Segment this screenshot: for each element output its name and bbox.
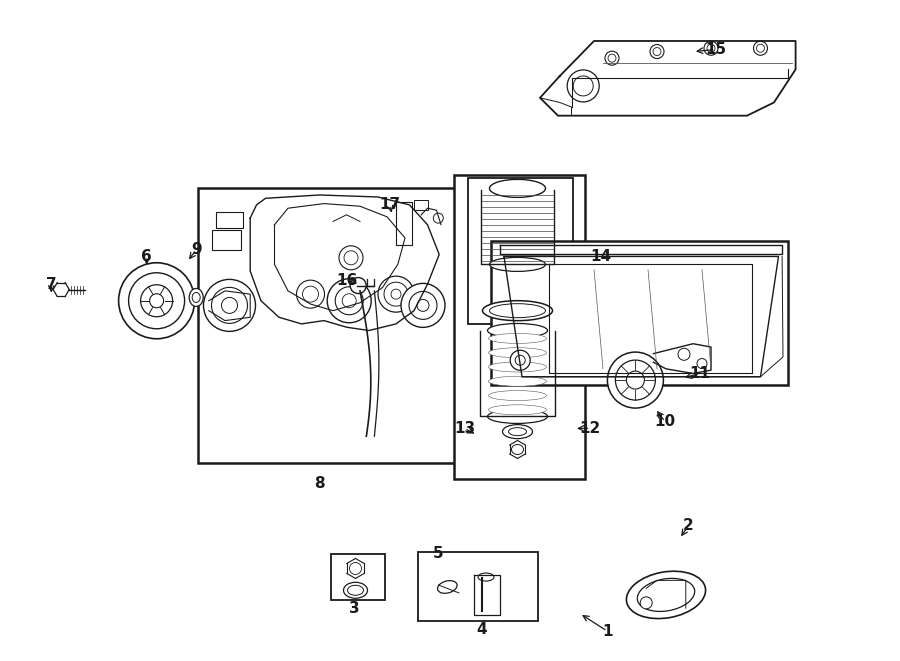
Ellipse shape: [478, 573, 494, 581]
Circle shape: [697, 358, 707, 369]
Bar: [216, 212, 243, 228]
Circle shape: [344, 251, 358, 265]
Ellipse shape: [344, 582, 367, 598]
Text: 16: 16: [337, 274, 358, 288]
Circle shape: [678, 348, 690, 360]
Ellipse shape: [502, 424, 533, 439]
Circle shape: [203, 280, 256, 331]
Circle shape: [302, 286, 319, 302]
Ellipse shape: [489, 391, 546, 401]
Text: 7: 7: [46, 277, 57, 292]
Bar: [212, 230, 241, 250]
Ellipse shape: [490, 179, 545, 198]
Circle shape: [328, 279, 371, 323]
Text: 9: 9: [191, 243, 202, 257]
Text: 17: 17: [379, 198, 400, 212]
Text: 12: 12: [580, 421, 601, 436]
Ellipse shape: [508, 428, 526, 436]
Circle shape: [409, 292, 437, 319]
Circle shape: [129, 273, 184, 329]
Text: 11: 11: [689, 366, 711, 381]
Ellipse shape: [489, 348, 546, 358]
Circle shape: [140, 285, 173, 317]
Ellipse shape: [489, 333, 546, 344]
Ellipse shape: [488, 323, 547, 338]
Circle shape: [433, 213, 444, 223]
Ellipse shape: [489, 362, 546, 372]
Text: 13: 13: [454, 421, 475, 436]
Circle shape: [573, 76, 593, 96]
Ellipse shape: [482, 301, 553, 321]
Circle shape: [391, 289, 401, 299]
Circle shape: [296, 280, 325, 308]
Ellipse shape: [488, 409, 547, 424]
Circle shape: [567, 70, 599, 102]
Text: 1: 1: [602, 624, 613, 639]
Circle shape: [350, 278, 366, 293]
Text: 14: 14: [590, 249, 612, 264]
Text: 8: 8: [314, 477, 325, 491]
Circle shape: [616, 360, 655, 400]
Text: 3: 3: [349, 602, 360, 616]
Bar: [454, 175, 585, 479]
Circle shape: [653, 48, 661, 56]
Ellipse shape: [437, 580, 457, 594]
Circle shape: [757, 44, 764, 52]
Circle shape: [626, 371, 644, 389]
Circle shape: [650, 44, 664, 59]
Circle shape: [605, 51, 619, 65]
Ellipse shape: [490, 257, 545, 272]
Bar: [491, 241, 788, 385]
Bar: [468, 178, 573, 324]
Ellipse shape: [626, 571, 706, 619]
Ellipse shape: [637, 578, 695, 611]
Circle shape: [640, 597, 652, 609]
Circle shape: [342, 293, 356, 308]
Circle shape: [212, 288, 248, 323]
Text: 6: 6: [141, 249, 152, 264]
Circle shape: [753, 41, 768, 56]
Ellipse shape: [511, 444, 524, 455]
Circle shape: [119, 263, 194, 338]
Ellipse shape: [193, 292, 200, 303]
Circle shape: [515, 355, 526, 366]
Circle shape: [707, 44, 715, 52]
Ellipse shape: [490, 303, 545, 318]
Bar: [418, 552, 538, 621]
Circle shape: [608, 54, 616, 62]
Ellipse shape: [347, 585, 364, 596]
Circle shape: [149, 293, 164, 308]
Bar: [198, 188, 457, 463]
Text: 2: 2: [683, 518, 694, 533]
Circle shape: [417, 299, 429, 311]
Ellipse shape: [489, 376, 546, 386]
Circle shape: [349, 563, 362, 574]
Circle shape: [510, 350, 530, 370]
Circle shape: [339, 246, 363, 270]
Circle shape: [401, 284, 445, 327]
Circle shape: [378, 276, 414, 312]
Text: 4: 4: [476, 622, 487, 637]
Circle shape: [335, 287, 364, 315]
Circle shape: [384, 282, 408, 306]
Circle shape: [608, 352, 663, 408]
Bar: [396, 202, 412, 245]
Bar: [331, 554, 385, 600]
Circle shape: [704, 41, 718, 56]
Bar: [414, 200, 427, 210]
Text: 15: 15: [705, 42, 726, 57]
Circle shape: [221, 297, 238, 313]
Text: 10: 10: [654, 414, 676, 429]
Text: 5: 5: [433, 547, 444, 561]
Ellipse shape: [489, 405, 546, 415]
Ellipse shape: [189, 288, 203, 307]
